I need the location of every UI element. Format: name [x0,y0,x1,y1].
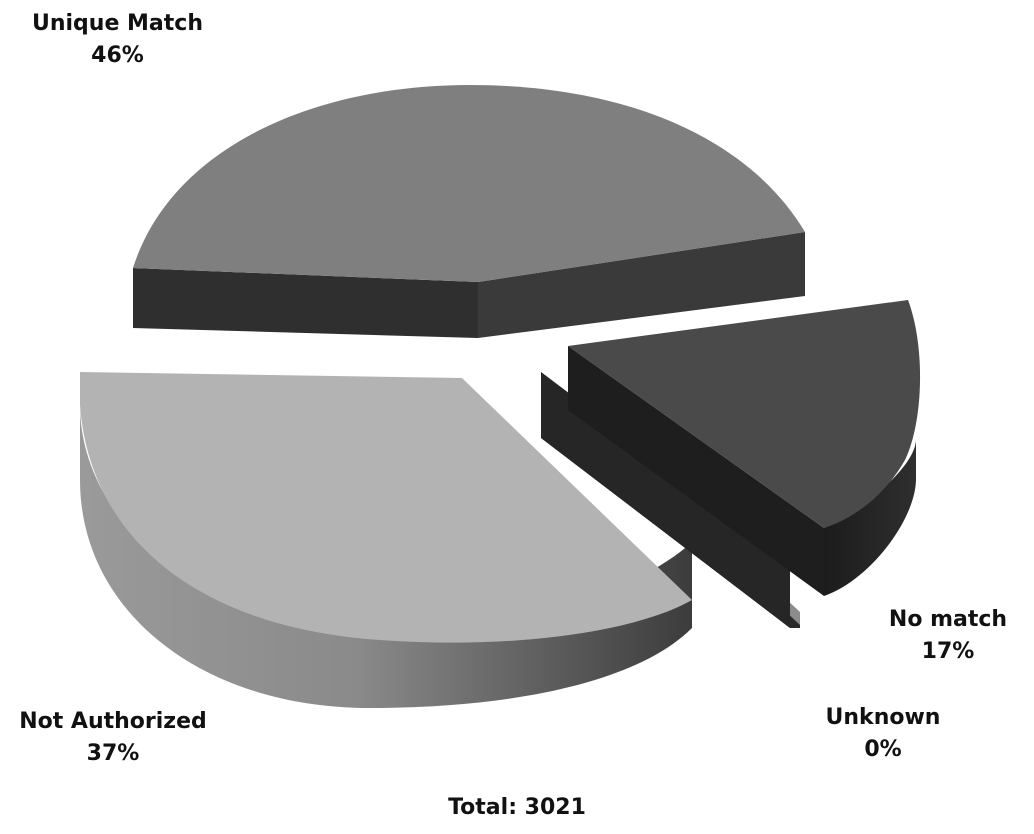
slice-unique-match-side-right [478,232,805,338]
label-unknown: Unknown 0% [800,702,966,766]
label-no-match: No match 17% [862,604,1034,668]
slice-unique-match-side [133,268,478,338]
label-unknown-name: Unknown [825,705,941,730]
label-no-match-name: No match [888,607,1008,632]
slice-unknown-front [541,372,790,628]
slice-no-match-side-curve [824,440,916,596]
chart-total: Total: 3021 [400,792,634,824]
slice-not-authorized [80,372,692,708]
slice-no-match-top [568,300,921,528]
slice-no-match [568,300,921,596]
label-not-authorized-percent: 37% [86,741,140,766]
label-no-match-percent: 17% [921,639,975,664]
label-unknown-percent: 0% [864,737,902,762]
label-unique-match-percent: 46% [91,43,144,68]
label-not-authorized: Not Authorized 37% [0,706,226,770]
slice-unique-match-top [133,85,805,282]
slice-no-match-side [568,346,824,596]
slice-unique-match [133,85,805,338]
chart-total-text: Total: 3021 [448,795,586,820]
slice-not-authorized-top [80,372,692,643]
label-unique-match: Unique Match 46% [10,8,225,72]
label-not-authorized-name: Not Authorized [19,709,207,734]
label-unique-match-name: Unique Match [31,11,203,36]
